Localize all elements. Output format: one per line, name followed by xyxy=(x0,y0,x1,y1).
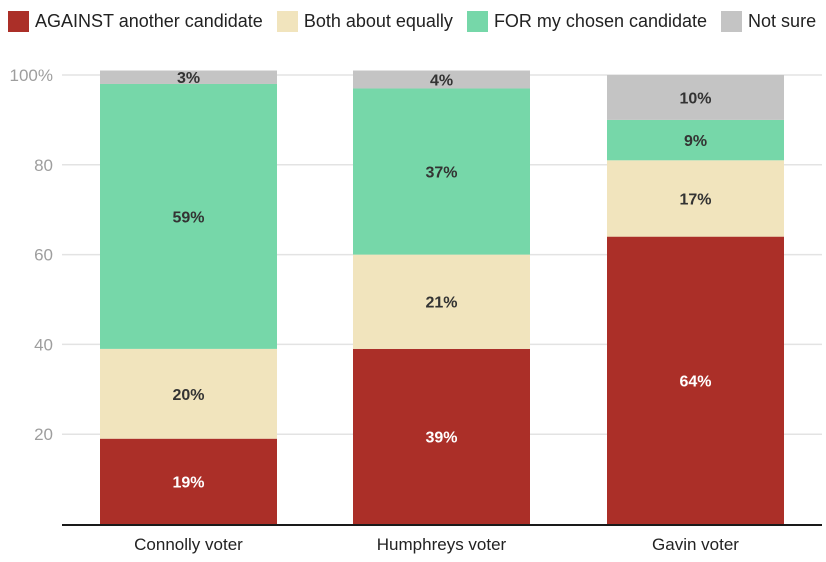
chart-legend: AGAINST another candidate Both about equa… xyxy=(8,9,826,33)
y-tick-label: 20 xyxy=(34,425,53,444)
data-label: 39% xyxy=(425,429,457,446)
legend-label: FOR my chosen candidate xyxy=(493,10,708,31)
legend-item: AGAINST another candidate xyxy=(8,10,263,32)
data-label: 17% xyxy=(679,191,711,208)
data-label: 9% xyxy=(684,133,707,150)
bar-segment xyxy=(607,160,784,237)
y-tick-label: 100% xyxy=(10,66,53,85)
data-label: 21% xyxy=(425,295,457,312)
data-label: 20% xyxy=(172,387,204,404)
x-category-label: Connolly voter xyxy=(134,535,243,554)
bar-segment xyxy=(353,254,530,349)
x-category-label: Gavin voter xyxy=(652,535,739,554)
data-label: 19% xyxy=(172,474,204,491)
bar-segment xyxy=(353,88,530,255)
data-label: 59% xyxy=(172,209,204,226)
legend-label: Both about equally xyxy=(303,10,453,31)
data-label: 4% xyxy=(430,72,453,89)
legend-item: Both about equally xyxy=(276,10,453,32)
bar-segment xyxy=(100,70,277,84)
legend-label: Not sure xyxy=(748,10,817,31)
bar-segment xyxy=(100,83,277,349)
legend-item: Not sure xyxy=(721,10,817,32)
legend-swatch xyxy=(8,10,29,32)
data-label: 3% xyxy=(177,70,200,87)
legend-swatch xyxy=(721,10,743,32)
bar-segment xyxy=(353,70,530,89)
bar-segment xyxy=(100,438,277,524)
bar-segment xyxy=(607,75,784,120)
y-tick-label: 80 xyxy=(34,156,53,175)
legend-swatch xyxy=(466,10,488,32)
legend-item: FOR my chosen candidate xyxy=(466,10,708,32)
bar-segment xyxy=(100,348,277,439)
data-label: 37% xyxy=(425,165,457,182)
legend-swatch xyxy=(276,10,298,32)
data-label: 64% xyxy=(679,373,711,390)
x-category-label: Humphreys voter xyxy=(377,535,507,554)
legend-label: AGAINST another candidate xyxy=(35,10,263,31)
bar-segment xyxy=(607,236,784,524)
data-label: 10% xyxy=(679,90,711,107)
y-tick-label: 60 xyxy=(34,246,53,265)
bar-segment xyxy=(353,348,530,524)
bar-segment xyxy=(607,119,784,161)
y-tick-label: 40 xyxy=(34,335,53,354)
